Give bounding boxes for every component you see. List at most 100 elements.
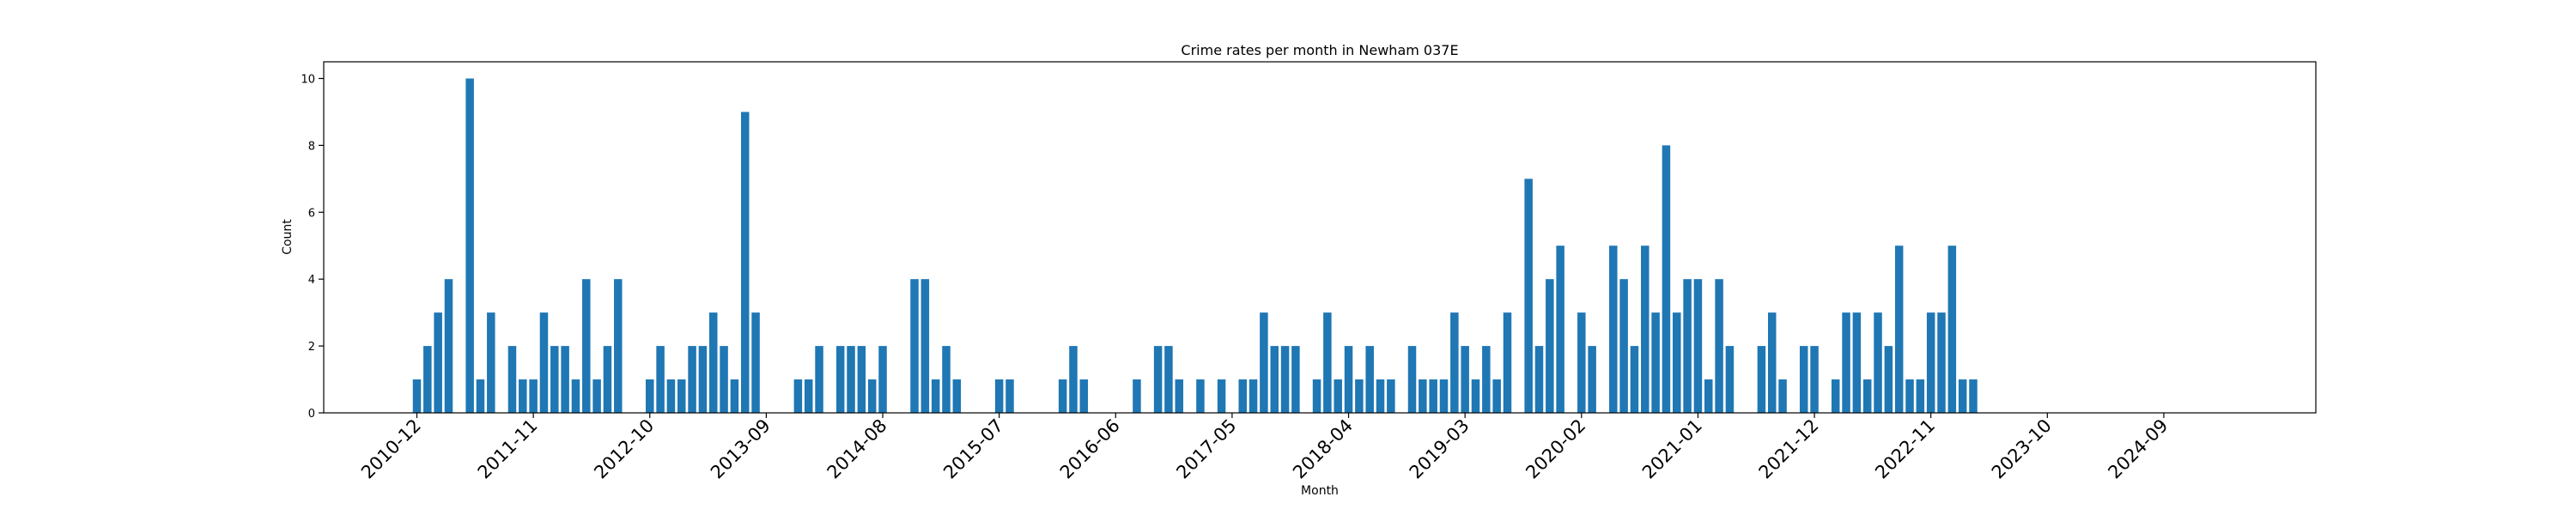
- x-tick-label: 2017-05: [1172, 415, 1240, 483]
- x-tick-label: 2022-11: [1871, 415, 1939, 483]
- x-tick-label: 2014-08: [823, 415, 891, 483]
- x-tick-label: 2021-01: [1638, 415, 1706, 483]
- x-tick-label: 2011-11: [474, 415, 542, 483]
- bar-2021-01: [1693, 279, 1703, 413]
- bar-2014-08: [878, 346, 887, 413]
- x-tick-label: 2018-04: [1289, 415, 1357, 483]
- bar-2017-10: [1280, 346, 1290, 413]
- bar-2019-04: [1471, 379, 1480, 413]
- bar-2018-12: [1429, 379, 1437, 413]
- bar-2022-03: [1842, 312, 1850, 413]
- bar-2014-12: [920, 279, 930, 413]
- bar-2022-11: [1926, 312, 1935, 413]
- bar-2015-02: [942, 346, 951, 413]
- bar-2012-01: [550, 346, 559, 413]
- bar-2014-02: [815, 346, 823, 413]
- bar-2019-12: [1556, 245, 1564, 413]
- x-tick-label: 2023-10: [1988, 415, 2056, 483]
- bar-2021-02: [1704, 379, 1713, 413]
- bar-2019-01: [1439, 379, 1449, 413]
- bar-2015-07: [994, 379, 1004, 413]
- y-tick-label: 0: [308, 408, 315, 421]
- bar-2019-03: [1461, 346, 1469, 413]
- x-tick-label: 2021-12: [1755, 415, 1823, 483]
- bar-2021-07: [1757, 346, 1766, 413]
- bar-2019-05: [1482, 346, 1491, 413]
- bar-2020-05: [1609, 245, 1618, 413]
- y-tick-label: 10: [301, 73, 315, 86]
- bar-2014-04: [835, 346, 845, 413]
- x-tick-label: 2024-09: [2104, 415, 2172, 483]
- bar-2012-10: [646, 379, 654, 413]
- bar-2022-12: [1937, 312, 1946, 413]
- bar-2019-10: [1534, 346, 1544, 413]
- bar-2017-11: [1291, 346, 1300, 413]
- x-tick-label: 2010-12: [357, 415, 425, 483]
- bar-2013-03: [698, 346, 708, 413]
- bar-2018-08: [1387, 379, 1395, 413]
- x-tick-label: 2013-09: [707, 415, 775, 483]
- bar-2011-10: [519, 379, 527, 413]
- bar-2013-01: [677, 379, 686, 413]
- bar-2016-03: [1079, 379, 1089, 413]
- bar-2023-01: [1947, 245, 1957, 413]
- y-tick-label: 8: [308, 140, 315, 153]
- bar-2011-02: [434, 312, 442, 413]
- bar-2021-12: [1810, 346, 1819, 413]
- bar-2014-11: [910, 279, 919, 413]
- bar-2014-01: [804, 379, 813, 413]
- bar-2013-12: [793, 379, 803, 413]
- bar-2013-07: [740, 112, 750, 413]
- bar-2013-05: [720, 346, 728, 413]
- bar-2011-03: [444, 279, 453, 413]
- bar-2011-01: [423, 346, 432, 413]
- bar-2011-12: [539, 312, 549, 413]
- bar-2013-02: [688, 346, 696, 413]
- bar-2022-02: [1831, 379, 1840, 413]
- bar-2020-06: [1619, 279, 1628, 413]
- y-tick-label: 2: [308, 341, 315, 354]
- x-tick-label: 2012-10: [590, 415, 658, 483]
- bar-2018-04: [1344, 346, 1353, 413]
- bar-2014-06: [857, 346, 866, 413]
- bar-2011-05: [465, 78, 474, 413]
- bar-2012-05: [592, 379, 601, 413]
- x-tick-label: 2016-06: [1056, 415, 1124, 483]
- bar-2018-07: [1376, 379, 1385, 413]
- bar-2018-03: [1334, 379, 1342, 413]
- bar-2020-02: [1577, 312, 1586, 413]
- bar-2012-03: [571, 379, 580, 413]
- bar-2020-11: [1673, 312, 1681, 413]
- bar-2017-09: [1270, 346, 1279, 413]
- y-tick-label: 6: [308, 207, 315, 220]
- bar-2022-04: [1852, 312, 1862, 413]
- bar-2022-05: [1862, 379, 1872, 413]
- bar-2011-09: [507, 346, 517, 413]
- bar-2021-03: [1715, 279, 1723, 413]
- bar-2017-07: [1249, 379, 1258, 413]
- bar-2010-12: [412, 379, 422, 413]
- bar-2018-01: [1312, 379, 1321, 413]
- bar-2016-11: [1164, 346, 1173, 413]
- bar-2011-11: [529, 379, 538, 413]
- plot-frame: [323, 61, 2317, 414]
- bar-2021-04: [1725, 346, 1735, 413]
- bar-2011-06: [476, 379, 485, 413]
- bar-2016-08: [1133, 379, 1141, 413]
- bar-2013-08: [751, 312, 760, 413]
- bar-2018-06: [1365, 346, 1374, 413]
- bar-2016-12: [1175, 379, 1184, 413]
- y-axis: 0 2 4 6 8 10: [301, 73, 324, 421]
- bar-2015-03: [952, 379, 962, 413]
- bar-2021-08: [1767, 312, 1777, 413]
- bar-2018-11: [1419, 379, 1427, 413]
- bar-2018-02: [1323, 312, 1332, 413]
- bar-2022-06: [1874, 312, 1882, 413]
- bar-2022-08: [1894, 245, 1904, 413]
- bar-2011-07: [487, 312, 495, 413]
- x-tick-label: 2020-02: [1522, 415, 1589, 483]
- x-axis: 2010-12 2011-11 2012-10 2013-09 2014-08 2015-…: [357, 413, 2172, 483]
- y-axis-label: Count: [281, 219, 295, 255]
- bar-2016-01: [1058, 379, 1067, 413]
